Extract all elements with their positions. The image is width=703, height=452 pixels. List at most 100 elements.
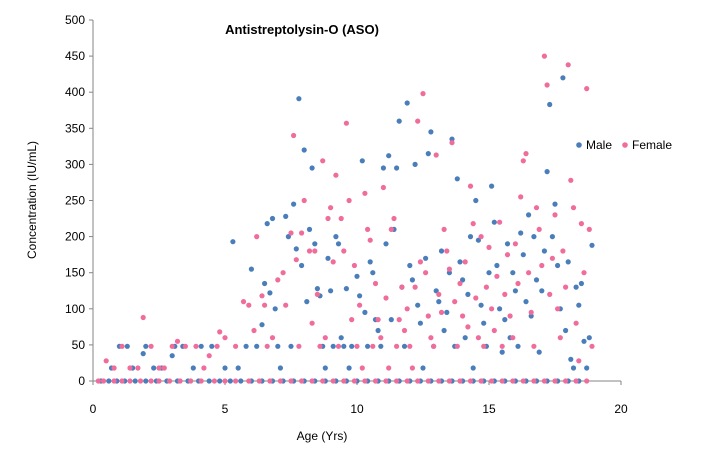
data-point-female: [502, 291, 508, 297]
data-point-male: [523, 299, 529, 305]
data-point-female: [182, 343, 188, 349]
y-tick-label: 250: [65, 194, 85, 208]
data-point-female: [277, 378, 283, 384]
data-point-male: [206, 378, 212, 384]
data-point-female: [483, 284, 489, 290]
data-point-male: [190, 365, 196, 371]
data-point-male: [346, 365, 352, 371]
data-point-male: [375, 327, 381, 334]
data-point-female: [446, 378, 452, 384]
data-point-female: [325, 215, 331, 222]
data-point-female: [394, 343, 400, 349]
data-point-male: [489, 183, 495, 189]
data-point-female: [380, 184, 386, 191]
data-point-female: [137, 378, 144, 384]
data-point-male: [552, 201, 558, 207]
data-point-female: [211, 378, 217, 384]
data-point-female: [338, 215, 344, 222]
y-axis-title: Concentration (IU/mL): [25, 141, 39, 259]
data-point-female: [312, 248, 318, 254]
data-point-male: [209, 343, 215, 349]
legend: Male Female: [576, 138, 672, 152]
data-point-male: [365, 343, 371, 349]
data-point-male: [547, 101, 553, 108]
data-point-male: [486, 270, 492, 276]
data-point-female: [246, 378, 252, 384]
data-point-male: [386, 153, 392, 159]
data-point-female: [198, 378, 204, 384]
data-point-male: [555, 262, 561, 269]
data-point-male: [343, 286, 349, 292]
x-tick-label: 15: [482, 402, 496, 416]
data-point-male: [541, 248, 548, 254]
data-point-female: [446, 266, 452, 272]
data-point-female: [362, 190, 368, 196]
data-point-female: [256, 378, 262, 384]
data-point-female: [428, 335, 434, 341]
data-point-female: [515, 280, 521, 287]
data-point-male: [222, 365, 228, 371]
data-point-female: [119, 378, 125, 384]
data-point-female: [541, 53, 548, 59]
data-point-male: [570, 365, 577, 371]
data-point-female: [412, 284, 418, 290]
data-point-male: [380, 165, 386, 171]
data-point-female: [288, 230, 294, 236]
data-point-female: [269, 335, 276, 341]
data-point-female: [449, 140, 455, 146]
data-point-female: [370, 343, 376, 349]
data-point-female: [552, 212, 558, 218]
data-point-female: [264, 343, 270, 349]
data-point-female: [528, 309, 534, 315]
data-point-female: [357, 302, 363, 308]
data-point-female: [127, 378, 133, 384]
data-point-male: [457, 259, 463, 265]
data-point-male: [254, 343, 260, 349]
data-point-male: [296, 96, 302, 102]
data-point-male: [531, 234, 537, 240]
data-point-male: [504, 241, 511, 247]
data-point-female: [330, 259, 336, 265]
data-point-female: [586, 226, 592, 232]
data-point-male: [143, 378, 149, 384]
data-point-female: [309, 378, 315, 384]
data-point-female: [570, 205, 577, 211]
data-point-male: [354, 273, 360, 279]
data-point-male: [124, 343, 130, 349]
data-point-female: [293, 257, 299, 263]
data-point-male: [499, 349, 505, 355]
data-point-female: [95, 378, 101, 384]
data-point-female: [383, 378, 389, 384]
data-point-female: [552, 378, 558, 384]
data-point-female: [127, 365, 133, 371]
data-point-female: [462, 259, 468, 265]
data-point-female: [415, 378, 421, 384]
data-point-female: [391, 215, 397, 222]
data-point-male: [433, 288, 439, 294]
data-point-female: [465, 324, 471, 330]
data-point-female: [217, 329, 223, 335]
data-point-female: [388, 226, 394, 232]
chart-title: Antistreptolysin-O (ASO): [225, 22, 379, 37]
data-point-female: [399, 284, 405, 290]
data-point-male: [589, 242, 595, 248]
data-point-female: [433, 152, 439, 158]
data-point-female: [240, 299, 247, 305]
data-point-male: [227, 378, 233, 384]
data-point-female: [444, 248, 450, 254]
data-point-male: [420, 365, 426, 371]
data-point-female: [573, 378, 579, 384]
data-point-female: [177, 378, 183, 384]
data-point-male: [301, 147, 307, 153]
data-point-male: [275, 343, 281, 349]
y-tick-label: 350: [65, 121, 85, 135]
data-point-female: [156, 378, 162, 384]
data-point-male: [444, 309, 450, 315]
data-point-female: [510, 378, 516, 384]
data-point-male: [470, 365, 476, 371]
data-point-male: [238, 378, 244, 384]
data-point-female: [526, 270, 532, 276]
data-point-male: [283, 213, 289, 219]
data-point-female: [518, 194, 524, 200]
data-point-female: [404, 378, 410, 384]
